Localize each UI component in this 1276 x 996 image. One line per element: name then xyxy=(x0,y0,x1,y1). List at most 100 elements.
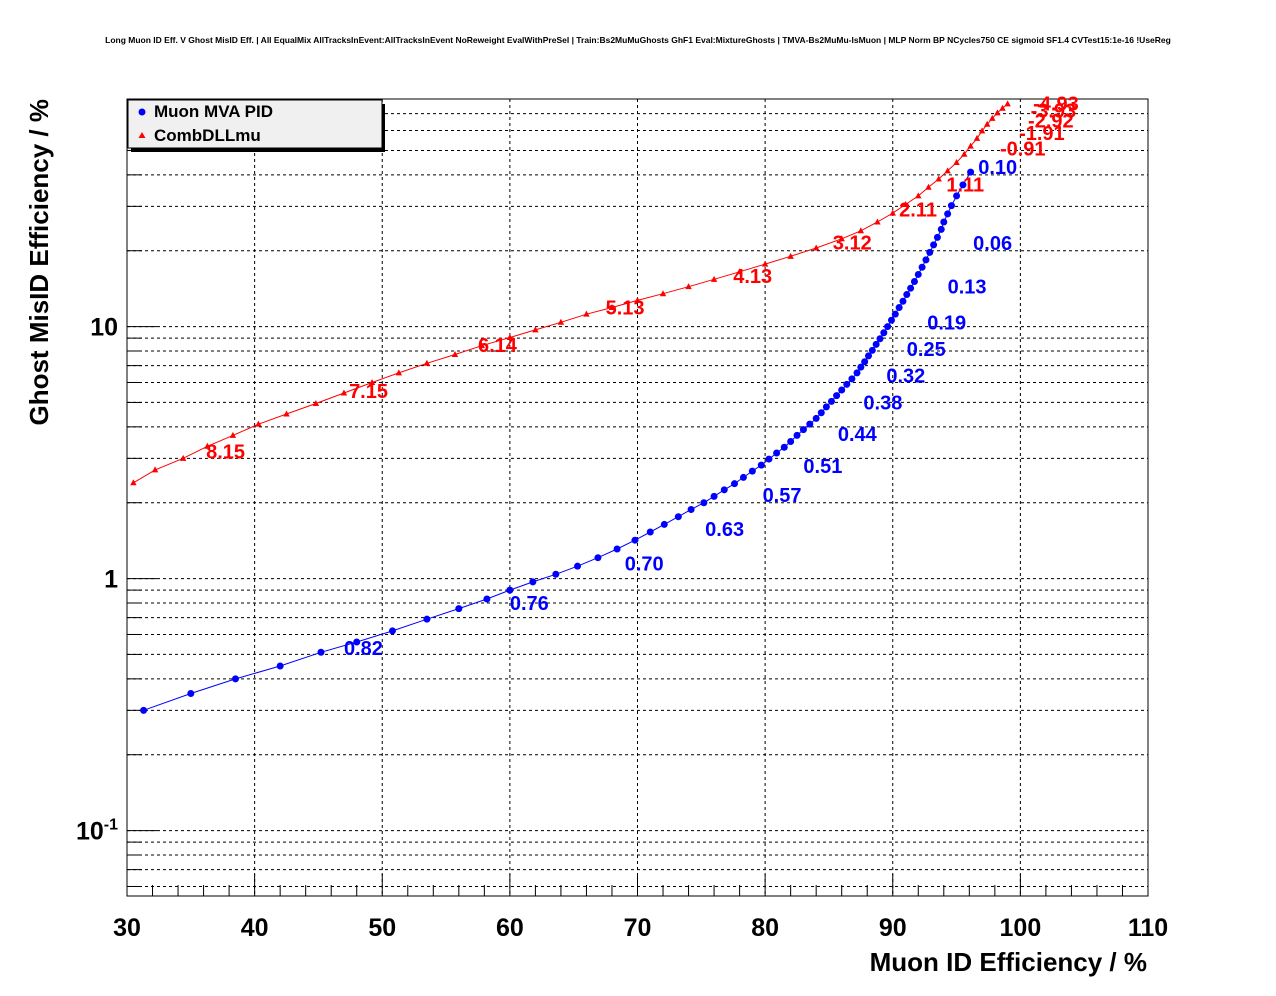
data-point xyxy=(720,486,728,494)
data-point xyxy=(930,241,938,249)
data-point xyxy=(887,316,895,324)
point-label: 5.13 xyxy=(606,298,645,320)
x-tick-labels: 30 40 50 60 70 80 90 100 110 xyxy=(113,914,1168,942)
data-point xyxy=(876,335,884,343)
data-point xyxy=(532,326,539,333)
data-point xyxy=(423,359,431,366)
data-point xyxy=(822,403,830,411)
point-label: -2.92 xyxy=(1028,110,1074,132)
point-label: 6.14 xyxy=(478,335,518,357)
data-point xyxy=(231,675,239,683)
x-tick-label: 110 xyxy=(1128,914,1168,942)
data-point xyxy=(880,329,888,337)
data-point xyxy=(903,291,911,299)
data-point xyxy=(853,369,861,377)
data-point xyxy=(317,648,325,656)
data-point xyxy=(787,437,795,445)
data-point xyxy=(914,270,922,278)
data-point xyxy=(187,689,195,697)
data-point xyxy=(910,277,918,285)
data-point xyxy=(895,304,903,312)
data-point xyxy=(868,346,876,354)
data-point xyxy=(953,158,960,165)
data-point xyxy=(973,134,981,141)
data-point xyxy=(799,426,807,434)
point-label: 0.57 xyxy=(763,485,802,507)
data-point xyxy=(953,192,961,200)
point-label: 2.11 xyxy=(899,199,937,221)
point-label: -3.93 xyxy=(1031,101,1077,123)
data-point xyxy=(687,505,695,513)
data-point xyxy=(388,627,396,635)
data-point xyxy=(748,467,756,475)
data-point xyxy=(700,499,708,507)
data-point xyxy=(838,235,845,242)
legend-label-muon-mva-pid: Muon MVA PID xyxy=(154,102,273,121)
data-point xyxy=(899,297,907,305)
data-point xyxy=(891,310,899,318)
data-point xyxy=(902,201,909,208)
legend-marker-combdllmu xyxy=(138,132,146,138)
data-point xyxy=(817,409,825,417)
point-label: 0.06 xyxy=(973,233,1012,255)
point-label: 0.76 xyxy=(510,593,549,615)
data-point xyxy=(1004,100,1011,107)
data-point xyxy=(889,209,896,216)
point-label: 0.32 xyxy=(886,365,925,387)
data-point xyxy=(915,192,922,199)
data-point xyxy=(857,227,865,234)
point-label: 4.13 xyxy=(733,266,772,288)
data-point xyxy=(937,225,945,233)
data-point xyxy=(204,442,211,449)
data-point xyxy=(999,104,1006,111)
point-label: -0.91 xyxy=(1000,138,1046,160)
point-label: 0.38 xyxy=(863,392,902,414)
point-label: 8.15 xyxy=(206,441,245,463)
data-point xyxy=(151,466,159,473)
data-point xyxy=(757,461,765,469)
series-combdllmu xyxy=(130,100,1011,486)
data-point xyxy=(353,638,361,646)
data-point xyxy=(283,410,290,417)
data-point xyxy=(861,358,869,366)
data-point xyxy=(994,109,1001,116)
y-axis-title: Ghost MisID Efficiency / % xyxy=(24,99,54,426)
data-point xyxy=(944,167,951,174)
point-label: 3.12 xyxy=(833,232,872,254)
data-point xyxy=(978,127,986,134)
data-point xyxy=(926,248,934,256)
data-point xyxy=(594,554,602,562)
x-tick-label: 30 xyxy=(113,914,141,942)
data-point xyxy=(907,284,915,292)
data-point xyxy=(229,431,237,438)
data-point xyxy=(967,142,974,149)
point-label: 0.63 xyxy=(705,519,744,541)
legend-label-combdllmu: CombDLLmu xyxy=(154,126,261,145)
data-point xyxy=(583,310,590,317)
data-point xyxy=(940,218,948,226)
data-point xyxy=(944,210,952,218)
point-label: 7.15 xyxy=(349,381,388,403)
data-point xyxy=(983,120,991,127)
data-point xyxy=(552,570,560,578)
data-point xyxy=(631,536,639,544)
data-point xyxy=(179,454,187,461)
data-point xyxy=(865,352,873,360)
legend-marker-muon-mva-pid xyxy=(138,108,146,116)
data-point xyxy=(925,183,932,190)
data-point xyxy=(634,296,641,303)
data-point xyxy=(827,397,835,405)
data-point xyxy=(423,615,431,623)
data-point xyxy=(935,175,942,182)
y-tick-label: 10-1 xyxy=(76,817,118,846)
series-line-combdllmu xyxy=(133,103,1008,484)
y-tick-exponent: -1 xyxy=(104,817,118,834)
x-axis-title: Muon ID Efficiency / % xyxy=(870,947,1147,977)
data-point xyxy=(793,431,801,439)
data-point xyxy=(761,260,769,267)
point-label: 0.44 xyxy=(838,424,878,446)
series-muon-mva-pid xyxy=(140,168,975,714)
data-point xyxy=(874,218,881,225)
data-point xyxy=(506,586,514,594)
